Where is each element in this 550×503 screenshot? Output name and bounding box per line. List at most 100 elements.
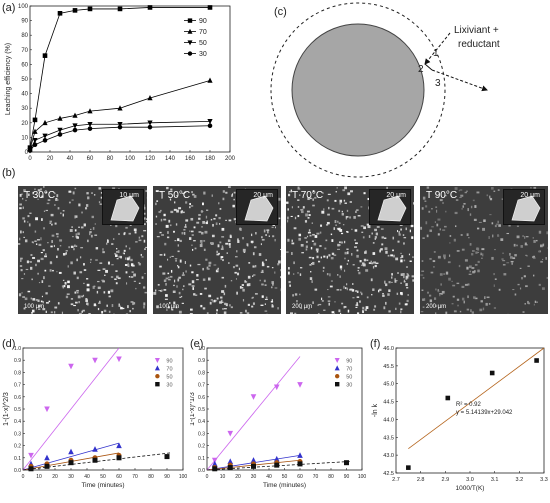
sem-particle xyxy=(460,189,463,190)
sem-particle xyxy=(59,239,62,241)
sem-particle xyxy=(207,312,209,314)
sem-particle xyxy=(86,302,88,305)
sem-particle xyxy=(343,224,344,225)
sem-particle xyxy=(167,259,168,261)
series-line xyxy=(30,80,210,149)
sem-particle xyxy=(35,217,38,220)
diffusion-arrow-surface xyxy=(425,64,432,70)
sem-particle xyxy=(286,251,289,252)
sem-particle xyxy=(203,307,205,309)
sem-particle xyxy=(192,287,194,290)
sem-particle xyxy=(50,246,52,248)
sem-particle xyxy=(143,306,145,309)
sem-particle xyxy=(93,286,95,289)
sem-particle xyxy=(405,303,407,305)
sem-particle xyxy=(200,305,202,307)
sem-particle xyxy=(189,203,191,205)
y-tick-label: 44.0 xyxy=(383,417,394,423)
sem-particle xyxy=(355,290,357,292)
y-tick-label: 45.5 xyxy=(383,364,394,370)
fit-line xyxy=(207,357,300,470)
sem-particle xyxy=(253,302,255,304)
sem-particle xyxy=(158,284,160,286)
sem-particle xyxy=(459,190,460,191)
sem-particle xyxy=(422,290,424,291)
data-point xyxy=(88,109,92,113)
sem-particle xyxy=(90,229,91,230)
x-tick-label: 90 xyxy=(344,474,350,480)
legend-label: 50 xyxy=(166,375,172,381)
sem-particle xyxy=(517,236,520,239)
sem-particle xyxy=(88,313,90,314)
sem-particle xyxy=(438,233,440,235)
sem-particle xyxy=(383,306,385,309)
sem-particle xyxy=(397,230,398,232)
sem-particle xyxy=(59,272,62,274)
y-tick-label: 0.6 xyxy=(14,395,21,401)
sem-particle xyxy=(323,270,324,272)
sem-particle xyxy=(355,229,358,231)
sem-particle xyxy=(101,311,103,314)
sem-particle xyxy=(280,276,281,278)
sem-inset-image: 20 µm xyxy=(236,189,278,225)
sem-particle xyxy=(254,246,257,248)
sem-particle xyxy=(164,243,166,245)
sem-particle xyxy=(19,238,20,241)
sem-particle xyxy=(272,227,274,228)
y-tick-label: 40 xyxy=(21,92,28,98)
sem-particle xyxy=(473,296,476,298)
sem-particle xyxy=(78,301,79,303)
data-point xyxy=(275,385,279,389)
sem-particle xyxy=(543,244,545,247)
sem-particle xyxy=(439,293,442,294)
sem-particle xyxy=(429,295,431,297)
sem-particle xyxy=(191,245,192,246)
sem-particle xyxy=(339,202,341,204)
panel-label-a: (a) xyxy=(2,2,15,14)
sem-particle xyxy=(525,303,526,304)
sem-particle xyxy=(301,211,304,213)
data-point xyxy=(33,118,37,122)
data-point xyxy=(69,461,73,465)
sem-particle xyxy=(248,262,250,263)
sem-particle xyxy=(23,231,24,233)
sem-particle xyxy=(224,308,227,309)
sem-particle xyxy=(261,243,262,245)
sem-particle xyxy=(118,306,120,307)
fit-annotation: R² = 0.92 xyxy=(456,402,482,408)
sem-particle xyxy=(347,288,348,291)
sem-particle xyxy=(271,286,272,288)
sem-particle xyxy=(494,284,495,286)
sem-particle xyxy=(166,225,169,228)
x-tick-label: 3.2 xyxy=(516,477,524,483)
sem-particle xyxy=(338,228,341,230)
sem-particle xyxy=(221,256,224,258)
sem-particle xyxy=(361,232,363,233)
sem-particle xyxy=(307,236,308,238)
sem-particle xyxy=(87,196,89,199)
sem-particle xyxy=(404,237,407,238)
sem-particle xyxy=(210,242,213,244)
sem-particle xyxy=(54,245,55,247)
sem-particle xyxy=(125,264,127,266)
sem-particle xyxy=(346,249,348,250)
sem-particle xyxy=(164,280,166,282)
sem-particle xyxy=(83,295,84,297)
sem-particle xyxy=(174,209,177,211)
sem-particle xyxy=(293,273,294,274)
sem-particle xyxy=(301,244,304,247)
sem-particle xyxy=(252,242,253,243)
sem-particle xyxy=(212,235,215,237)
sem-particle xyxy=(462,298,464,301)
sem-particle xyxy=(337,187,338,188)
sem-particle xyxy=(243,299,244,301)
sem-particle xyxy=(134,229,137,232)
sem-particle xyxy=(497,235,499,237)
data-point xyxy=(29,453,33,457)
sem-particle xyxy=(142,276,144,278)
sem-particle xyxy=(526,236,529,237)
sem-particle xyxy=(469,265,472,268)
sem-particle xyxy=(479,309,482,312)
